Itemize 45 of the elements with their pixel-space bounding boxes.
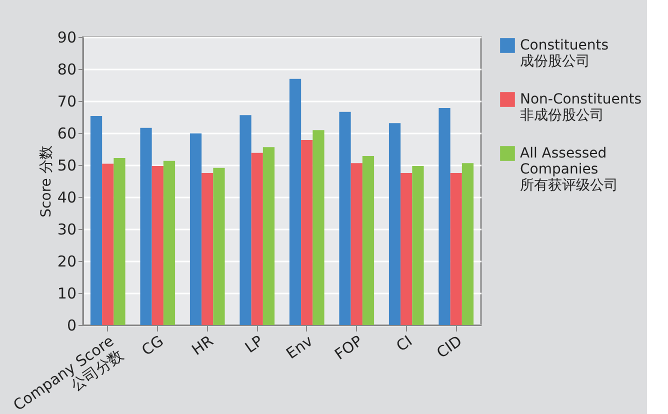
legend-label: All Assessed Companies 所有获评级公司	[520, 146, 618, 194]
x-tick-label: CID	[433, 332, 466, 362]
bar	[213, 168, 225, 325]
x-tick-label: Env	[282, 332, 316, 363]
bar	[301, 140, 313, 325]
bar	[350, 163, 362, 325]
bar	[462, 163, 474, 325]
legend-label: Constituents 成份股公司	[520, 38, 609, 70]
y-tick-label: 70	[57, 92, 76, 110]
bar	[90, 116, 102, 325]
y-axis-title: Score 分数	[38, 146, 54, 218]
bar	[400, 173, 412, 325]
bar	[152, 166, 164, 325]
bar	[202, 173, 214, 325]
x-tick-label: HR	[188, 332, 217, 360]
y-tick-label: 10	[57, 284, 76, 302]
x-tick-label: CG	[138, 332, 167, 360]
bar	[339, 112, 351, 325]
bar	[163, 160, 176, 325]
x-tick-label: CI	[393, 332, 416, 356]
bar	[102, 164, 114, 325]
bar	[251, 152, 263, 325]
bar	[362, 156, 374, 325]
bar	[114, 158, 126, 325]
bar	[438, 108, 450, 325]
bar	[289, 78, 302, 325]
y-tick-label: 40	[57, 188, 76, 206]
x-tick-label: LP	[242, 332, 266, 357]
bar	[412, 166, 424, 325]
y-tick-label: 50	[57, 156, 76, 174]
bar	[190, 133, 202, 325]
y-tick-label: 20	[57, 252, 76, 270]
y-tick-label: 90	[57, 28, 76, 46]
bar	[388, 123, 401, 325]
bar	[240, 115, 252, 325]
bar	[262, 147, 275, 325]
legend-label: Non-Constituents 非成份股公司	[520, 92, 642, 124]
y-tick-label: 80	[57, 60, 76, 78]
x-tick-label: FOP	[331, 332, 366, 364]
y-tick-label: 60	[57, 124, 76, 142]
bar	[312, 130, 324, 325]
y-tick-label: 0	[66, 316, 76, 334]
y-tick-label: 30	[57, 220, 76, 238]
bar	[450, 173, 462, 325]
bar	[140, 128, 152, 325]
